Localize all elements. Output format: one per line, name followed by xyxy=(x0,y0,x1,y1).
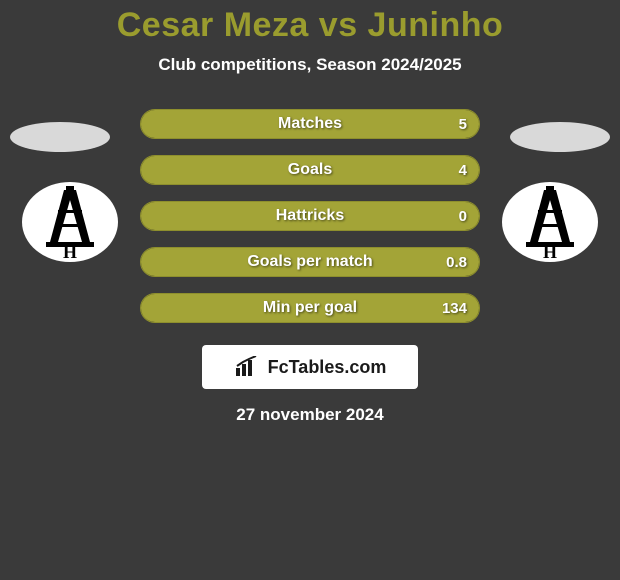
date-line: 27 november 2024 xyxy=(0,405,620,425)
brand-text: FcTables.com xyxy=(268,357,387,378)
stat-label: Hattricks xyxy=(141,207,479,225)
stat-label: Matches xyxy=(141,115,479,133)
stat-label: Min per goal xyxy=(141,299,479,317)
club-badge-right: H xyxy=(500,180,600,264)
svg-text:H: H xyxy=(63,242,77,262)
stat-row: Min per goal134 xyxy=(140,293,480,323)
stat-row: Hattricks0 xyxy=(140,201,480,231)
stat-value-right: 134 xyxy=(442,300,467,317)
stat-row: Matches5 xyxy=(140,109,480,139)
stat-value-right: 0 xyxy=(459,208,467,225)
stat-row: Goals per match0.8 xyxy=(140,247,480,277)
player-right-ellipse xyxy=(510,122,610,152)
stat-row: Goals4 xyxy=(140,155,480,185)
stat-value-right: 5 xyxy=(459,116,467,133)
subtitle: Club competitions, Season 2024/2025 xyxy=(0,55,620,75)
page-title: Cesar Meza vs Juninho xyxy=(0,0,620,45)
player-left-ellipse xyxy=(10,122,110,152)
stat-value-right: 0.8 xyxy=(446,254,467,271)
svg-text:H: H xyxy=(543,242,557,262)
stat-label: Goals xyxy=(141,161,479,179)
brand-box: FcTables.com xyxy=(202,345,418,389)
brand-chart-icon xyxy=(234,356,262,378)
club-badge-left: H xyxy=(20,180,120,264)
stat-label: Goals per match xyxy=(141,253,479,271)
stat-value-right: 4 xyxy=(459,162,467,179)
